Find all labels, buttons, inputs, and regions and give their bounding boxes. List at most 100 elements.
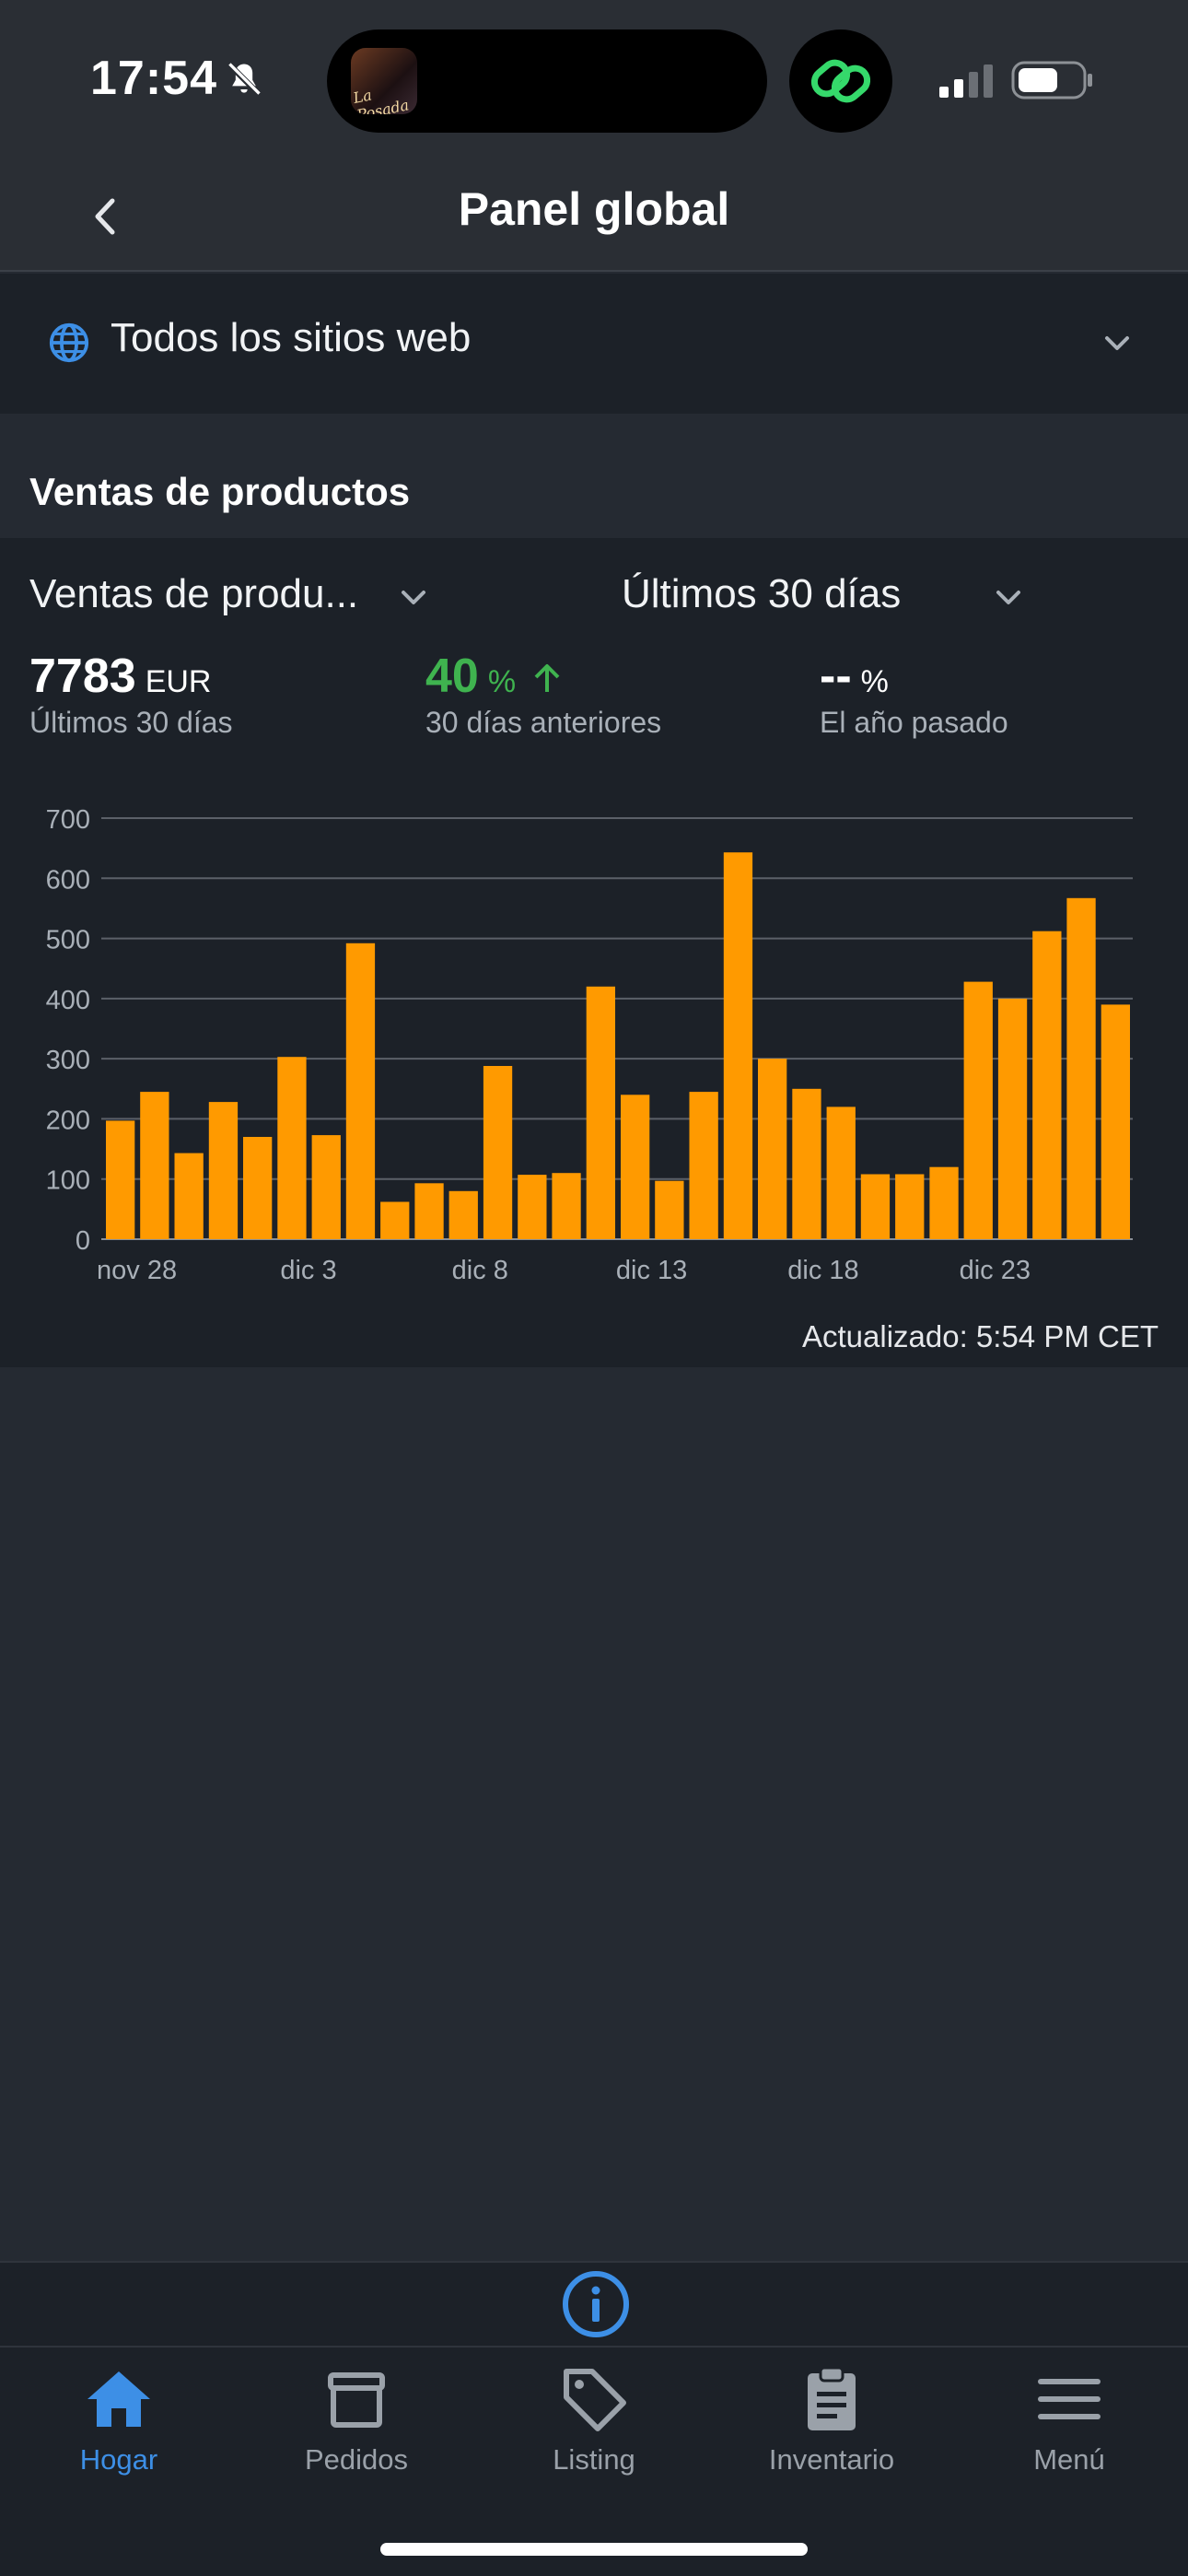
chart-bar[interactable] (208, 1102, 239, 1239)
chart-bar[interactable] (380, 1201, 410, 1240)
back-chevron-icon[interactable] (74, 184, 138, 249)
clipboard-icon (808, 2366, 856, 2430)
chart-bar[interactable] (689, 1092, 718, 1239)
chart-bar[interactable] (860, 1174, 891, 1240)
battery-icon (1011, 61, 1092, 100)
box-icon (328, 2372, 385, 2428)
y-tick-label: 700 (46, 805, 90, 835)
chart-bar[interactable] (963, 981, 993, 1239)
x-tick-label: nov 28 (97, 1256, 177, 1285)
site-selector-label: Todos los sitios web (111, 315, 472, 360)
chevron-down-icon[interactable] (394, 579, 433, 617)
chart-bar[interactable] (1032, 931, 1062, 1239)
hamburger-menu-icon (1038, 2379, 1101, 2419)
chart-bar[interactable] (586, 986, 615, 1239)
chart-bar[interactable] (448, 1190, 478, 1239)
metric-dropdown[interactable]: Ventas de produ... (29, 571, 359, 616)
y-tick-label: 400 (46, 986, 90, 1015)
globe-icon (49, 322, 89, 363)
dynamic-island[interactable]: La Posada (327, 29, 767, 133)
stat-lastyear-number: -- (820, 650, 852, 703)
tab-menu-label: Menú (1033, 2443, 1105, 2476)
island-app-text: La Posada (351, 86, 411, 114)
bell-slash-icon (227, 62, 262, 97)
y-tick-label: 0 (76, 1226, 90, 1256)
cellular-signal-icon (939, 64, 993, 98)
chart-bar[interactable] (243, 1137, 273, 1239)
chart-bar[interactable] (277, 1057, 307, 1239)
tab-bar: Hogar Pedidos Listing Inventario Men (0, 2348, 1188, 2576)
stat-lastyear-unit: % (860, 664, 889, 699)
chart-bar[interactable] (929, 1166, 959, 1239)
sales-bar-chart[interactable]: 0 100 200 300 400 500 600 700 nov 28 dic 3 dic 8 di… (0, 787, 1188, 1303)
stat-previous-number: 40 (425, 650, 479, 703)
info-strip (0, 2261, 1188, 2348)
stat-previous-unit: % (487, 664, 517, 699)
tab-menu[interactable]: Menú (950, 2348, 1188, 2486)
tab-listing-label: Listing (553, 2443, 635, 2476)
chart-bar[interactable] (1101, 1004, 1130, 1239)
stat-previous-label: 30 días anteriores (425, 706, 662, 739)
chart-bar[interactable] (895, 1174, 925, 1240)
stat-total-label: Últimos 30 días (29, 706, 233, 739)
chart-bar[interactable] (140, 1092, 169, 1239)
chart-bar[interactable] (826, 1107, 856, 1239)
chart-bar[interactable] (758, 1059, 787, 1239)
page-title: Panel global (458, 183, 730, 235)
x-tick-label: dic 23 (960, 1256, 1031, 1285)
chart-bar[interactable] (723, 852, 753, 1239)
status-bar: 17:54 La Posada (0, 0, 1188, 161)
chart-bar[interactable] (311, 1135, 341, 1239)
stat-total-unit: EUR (145, 664, 212, 699)
y-tick-label: 200 (46, 1106, 90, 1135)
chart-bar[interactable] (106, 1120, 135, 1239)
updated-timestamp: Actualizado: 5:54 PM CET (801, 1319, 1159, 1353)
y-tick-label: 600 (46, 865, 90, 895)
x-tick-label: dic 8 (452, 1256, 508, 1285)
tab-home-label: Hogar (79, 2443, 158, 2476)
tab-inventory-label: Inventario (768, 2443, 895, 2476)
chart-bar[interactable] (792, 1088, 821, 1239)
chart-bar[interactable] (997, 998, 1028, 1239)
tab-orders-label: Pedidos (304, 2443, 409, 2476)
tag-icon (564, 2369, 626, 2431)
stat-lastyear-value: --% (820, 649, 889, 704)
stat-previous-value: 40% (425, 649, 561, 704)
x-tick-label: dic 13 (616, 1256, 687, 1285)
stat-total-number: 7783 (29, 650, 136, 703)
link-bubble[interactable] (789, 29, 892, 133)
info-circle-icon[interactable] (560, 2268, 632, 2340)
chart-bar[interactable] (174, 1153, 204, 1239)
period-dropdown[interactable]: Últimos 30 días (622, 571, 902, 616)
tab-home[interactable]: Hogar (0, 2348, 238, 2486)
home-indicator[interactable] (380, 2543, 808, 2556)
sales-card: Ventas de produ... Últimos 30 días 7783 E… (0, 538, 1188, 1367)
chart-bar[interactable] (414, 1183, 444, 1239)
navigation-bar: Panel global (0, 161, 1188, 272)
live-activity-app-icon[interactable]: La Posada (351, 48, 417, 114)
chevron-down-icon (1105, 336, 1129, 350)
chart-bar[interactable] (345, 943, 376, 1239)
content-empty-area (0, 1367, 1188, 2261)
chart-bar[interactable] (552, 1173, 581, 1239)
section-title: Ventas de productos (29, 470, 411, 513)
y-tick-label: 100 (46, 1166, 90, 1196)
home-icon (87, 2371, 150, 2427)
arrow-up-icon (534, 664, 559, 692)
tab-orders[interactable]: Pedidos (238, 2348, 475, 2486)
site-selector[interactable]: Todos los sitios web (0, 274, 1188, 414)
chevron-down-icon[interactable] (989, 579, 1028, 617)
chart-bar[interactable] (621, 1095, 650, 1239)
chart-bar[interactable] (483, 1066, 513, 1239)
status-time: 17:54 (90, 52, 217, 105)
link-icon (810, 59, 871, 103)
chart-bar[interactable] (1066, 897, 1096, 1239)
x-tick-label: dic 18 (787, 1256, 858, 1285)
y-tick-label: 300 (46, 1046, 90, 1075)
tab-listing[interactable]: Listing (475, 2348, 713, 2486)
y-tick-label: 500 (46, 926, 90, 955)
chart-bar[interactable] (518, 1175, 547, 1239)
stat-lastyear-label: El año pasado (820, 706, 1008, 739)
chart-bar[interactable] (655, 1180, 684, 1239)
tab-inventory[interactable]: Inventario (713, 2348, 950, 2486)
